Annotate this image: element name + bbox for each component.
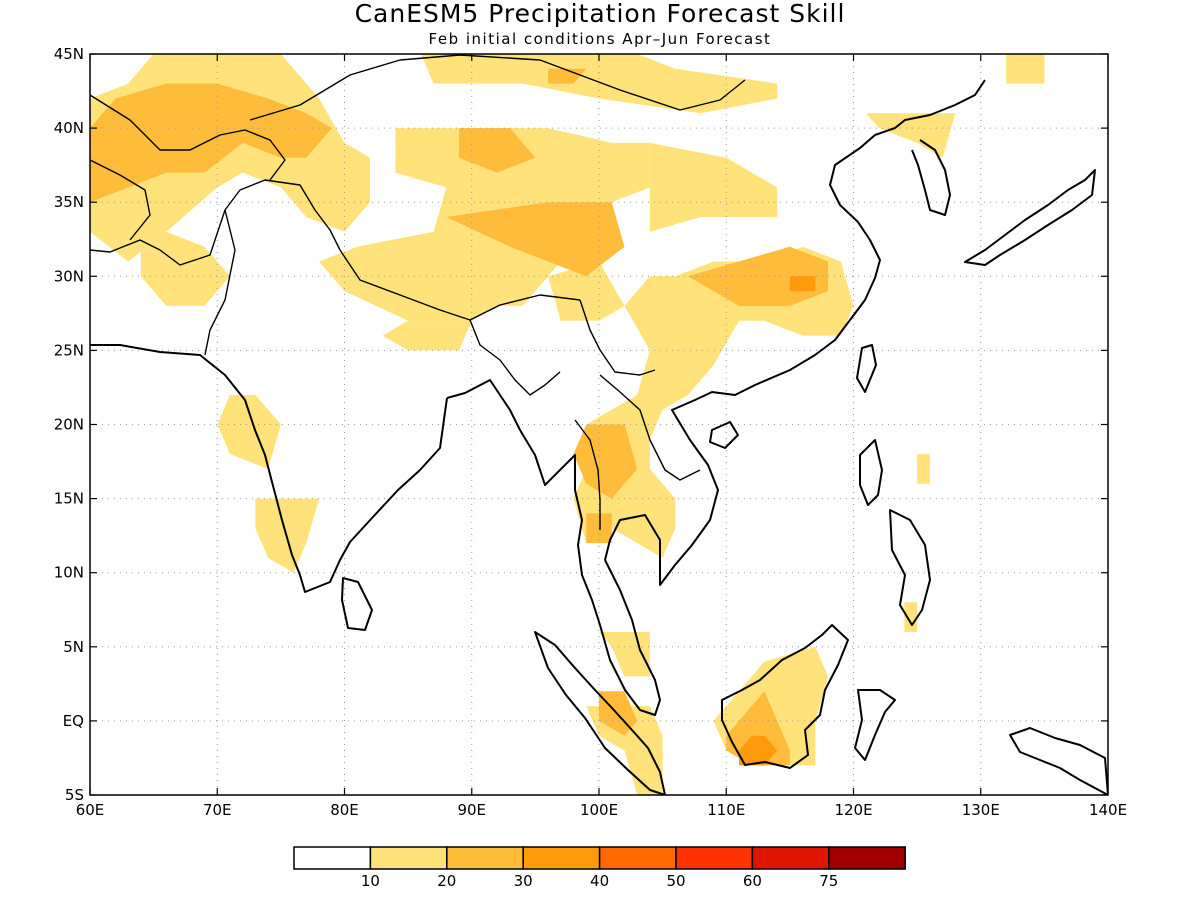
skill-region-26 — [739, 735, 778, 766]
colorbar-swatch — [675, 846, 754, 870]
skill-region-9 — [217, 394, 281, 469]
colorbar-label: 20 — [437, 872, 456, 890]
border-myanmar-china — [579, 299, 656, 376]
coastline-sri-lanka — [341, 577, 373, 631]
colorbar-swatch — [598, 846, 677, 870]
coastline-philippines — [859, 439, 931, 626]
skill-region-3 — [1006, 54, 1045, 84]
coastline-and-borders — [90, 54, 1108, 795]
skill-region-21 — [573, 424, 638, 499]
skill-shading-layer — [90, 54, 1045, 795]
lon-tick-label: 120E — [834, 801, 872, 819]
coastline-indochina — [604, 79, 986, 586]
colorbar-label: 75 — [819, 872, 838, 890]
coastline-sumatra — [534, 631, 666, 795]
coastline-new-guinea — [1009, 727, 1108, 795]
lon-tick-label: 130E — [962, 801, 1000, 819]
skill-region-14 — [917, 454, 930, 484]
coastline-korea — [911, 139, 951, 216]
colorbar-swatch — [522, 846, 601, 870]
lon-tick-label: 110E — [707, 801, 745, 819]
figure-subtitle: Feb initial conditions Apr–Jun Forecast — [429, 30, 772, 48]
skill-region-2 — [866, 113, 956, 158]
skill-region-15 — [904, 602, 918, 632]
lat-tick-label: 20N — [54, 416, 84, 434]
skill-region-25 — [789, 276, 816, 292]
lon-tick-label: 60E — [76, 801, 105, 819]
lat-tick-label: EQ — [63, 712, 84, 730]
figure-title: CanESM5 Precipitation Forecast Skill — [355, 0, 846, 28]
colorbar-label: 60 — [743, 872, 762, 890]
lat-tick-label: 15N — [54, 490, 84, 508]
lon-tick-label: 90E — [457, 801, 486, 819]
colorbar-swatch — [369, 846, 448, 870]
colorbar-swatch — [751, 846, 830, 870]
skill-region-12 — [586, 706, 663, 795]
border-iran-afghanistan — [90, 159, 151, 241]
colorbar-swatch — [293, 846, 372, 870]
lat-tick-label: 35N — [54, 193, 84, 211]
coastline-japan — [964, 169, 1096, 266]
colorbar-label: 50 — [666, 872, 685, 890]
border-thailand-laos — [599, 374, 701, 481]
skill-region-4 — [140, 231, 230, 306]
lon-tick-label: 100E — [580, 801, 618, 819]
border-bangladesh-myanmar — [469, 319, 561, 396]
axis-tick-labels: 60E 70E 80E 90E 100E 110E 120E 130E 140E 45N 40N 35… — [54, 45, 1127, 819]
lat-tick-label: 10N — [54, 564, 84, 582]
border-pakistan-india — [204, 209, 236, 356]
map-area — [90, 54, 1108, 795]
lat-tick-label: 45N — [54, 45, 84, 63]
coastline-sulawesi — [854, 689, 896, 761]
colorbar-swatch — [446, 846, 524, 870]
coastline-arabian-sea-india — [90, 344, 448, 593]
skill-region-18 — [548, 68, 587, 84]
coastline-borneo — [721, 624, 849, 769]
skill-region-6 — [649, 142, 778, 232]
border-central-asia — [90, 94, 286, 181]
coastline-bay-of-bengal — [446, 379, 661, 716]
skill-region-19 — [446, 202, 625, 277]
skill-region-17 — [459, 128, 536, 173]
colorbar-legend: 10 20 30 40 50 60 75 — [293, 846, 906, 890]
colorbar-label: 40 — [590, 872, 609, 890]
coastline-hainan — [709, 421, 739, 449]
lat-tick-label: 25N — [54, 341, 84, 359]
border-himalaya-south — [339, 249, 581, 321]
lon-tick-label: 80E — [330, 801, 359, 819]
lat-tick-label: 40N — [54, 119, 84, 137]
coastline-taiwan — [856, 344, 877, 393]
lat-tick-label: 5S — [65, 786, 84, 804]
colorbar-swatch — [828, 846, 906, 870]
border-myanmar-thailand — [574, 419, 601, 530]
lat-tick-label: 30N — [54, 267, 84, 285]
colorbar-label: 10 — [361, 872, 380, 890]
lat-tick-label: 5N — [63, 638, 84, 656]
lon-tick-label: 140E — [1089, 801, 1127, 819]
skill-region-1 — [420, 54, 778, 114]
lon-tick-label: 70E — [203, 801, 232, 819]
border-china-mongolia — [249, 54, 746, 121]
skill-region-8 — [382, 320, 472, 351]
colorbar-label: 30 — [514, 872, 533, 890]
